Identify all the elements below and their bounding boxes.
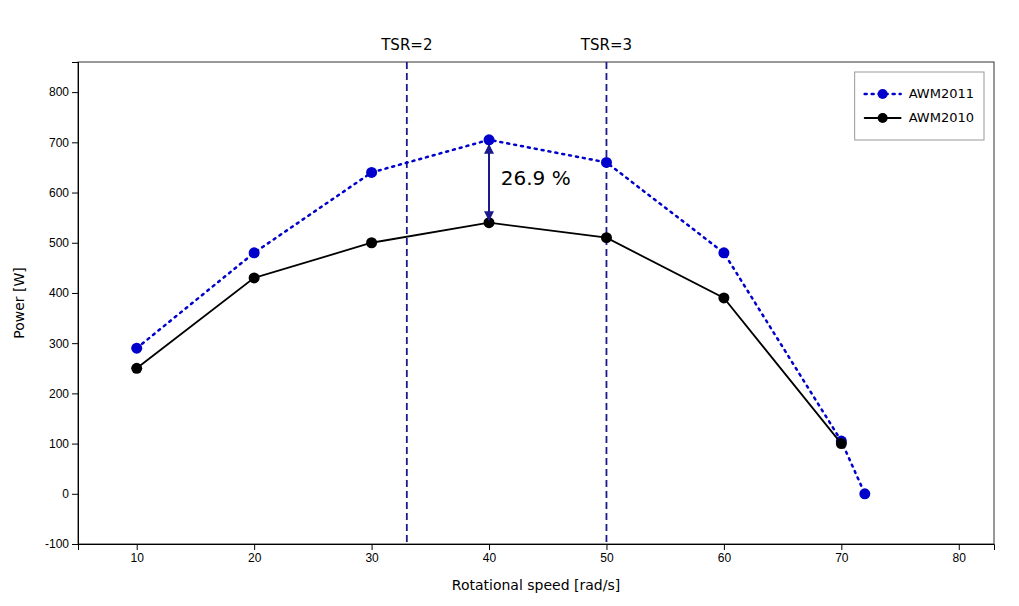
x-tick: 60 <box>718 544 732 565</box>
y-tick: 100 <box>49 437 78 451</box>
difference-arrow <box>488 145 490 220</box>
y-tick-mark <box>72 544 78 545</box>
y-tick-mark <box>72 393 78 394</box>
y-tick-mark <box>72 243 78 244</box>
reference-line-label: TSR=3 <box>580 36 632 54</box>
x-tick: 80 <box>953 544 967 565</box>
x-tick-label: 40 <box>483 551 497 565</box>
y-tick-mark <box>72 92 78 93</box>
y-tick: 600 <box>49 186 78 200</box>
y-tick-label: 100 <box>49 437 69 451</box>
x-tick-label: 10 <box>131 551 145 565</box>
marks <box>131 62 870 544</box>
x-tick-mark <box>841 544 842 550</box>
plot-frame <box>78 62 994 544</box>
y-tick-label: -100 <box>45 537 69 551</box>
plot-area: 10 20 30 40 50 60 70 80 -100 0 100 200 300 400 500 600 7… <box>45 36 995 565</box>
y-tick-mark <box>72 293 78 294</box>
y-tick: 200 <box>49 387 78 401</box>
x-tick-mark <box>372 544 373 550</box>
y-tick: 500 <box>49 236 78 250</box>
x-tick-label: 60 <box>718 551 732 565</box>
series-point <box>601 232 612 243</box>
series-point <box>249 272 260 283</box>
reference-line <box>606 62 608 544</box>
series-point <box>131 363 142 374</box>
y-tick-label: 800 <box>49 85 69 99</box>
chart-svg: 10 20 30 40 50 60 70 80 -100 0 100 200 300 400 500 600 7… <box>0 0 1019 606</box>
x-tick-mark <box>137 544 138 550</box>
x-axis: 10 20 30 40 50 60 70 80 <box>79 544 995 565</box>
legend-marker <box>878 89 888 99</box>
x-tick-mark <box>254 544 255 550</box>
x-tick-mark <box>606 544 607 550</box>
y-tick: 0 <box>62 487 78 501</box>
legend: AWM2011 AWM2010 <box>855 72 984 140</box>
series-point <box>718 292 729 303</box>
series-point <box>366 237 377 248</box>
y-tick-mark <box>72 343 78 344</box>
y-tick-mark <box>72 444 78 445</box>
x-axis-line <box>79 545 995 551</box>
x-tick-label: 20 <box>248 551 262 565</box>
x-tick-label: 50 <box>600 551 614 565</box>
series-line <box>137 223 842 444</box>
reference-line-label: TSR=2 <box>380 36 432 54</box>
x-tick-mark <box>489 544 490 550</box>
legend-label: AWM2010 <box>909 110 974 125</box>
legend-label: AWM2011 <box>909 86 974 101</box>
series-line <box>137 140 865 494</box>
y-tick-mark <box>72 494 78 495</box>
x-tick-label: 80 <box>953 551 967 565</box>
x-tick: 30 <box>365 544 379 565</box>
y-tick: 800 <box>49 85 78 99</box>
series-point <box>131 343 142 354</box>
x-tick: 70 <box>835 544 849 565</box>
series-point <box>718 247 729 258</box>
annotation: 26.9 % <box>501 166 571 190</box>
y-tick-label: 0 <box>62 487 69 501</box>
y-tick-label: 700 <box>49 136 69 150</box>
x-axis-title: Rotational speed [rad/s] <box>452 577 620 593</box>
y-tick: 700 <box>49 136 78 150</box>
y-tick: 300 <box>49 337 78 351</box>
y-tick-label: 400 <box>49 286 69 300</box>
x-tick: 40 <box>483 544 497 565</box>
y-tick-mark <box>72 142 78 143</box>
x-tick-label: 70 <box>835 551 849 565</box>
y-tick-label: 500 <box>49 236 69 250</box>
y-axis: -100 0 100 200 300 400 500 600 700 800 <box>45 63 79 552</box>
series-point <box>366 167 377 178</box>
y-tick-mark <box>72 193 78 194</box>
x-tick-mark <box>724 544 725 550</box>
legend-box <box>855 72 984 140</box>
y-tick-label: 300 <box>49 337 69 351</box>
y-axis-line <box>72 63 79 545</box>
legend-marker <box>878 113 888 123</box>
y-axis-title: Power [W] <box>11 267 27 339</box>
y-tick: 400 <box>49 286 78 300</box>
y-tick-label: 600 <box>49 186 69 200</box>
reference-line <box>406 62 408 544</box>
y-tick: -100 <box>45 537 78 551</box>
x-tick: 10 <box>131 544 145 565</box>
x-tick-label: 30 <box>365 551 379 565</box>
legend-item: AWM2010 <box>865 110 974 125</box>
x-tick: 20 <box>248 544 262 565</box>
legend-item: AWM2011 <box>865 86 974 101</box>
series-point <box>249 247 260 258</box>
x-tick-mark <box>959 544 960 550</box>
series-point <box>484 134 495 145</box>
series-point <box>601 157 612 168</box>
x-tick: 50 <box>600 544 614 565</box>
series-point <box>859 488 870 499</box>
y-tick-label: 200 <box>49 387 69 401</box>
series-point <box>836 438 847 449</box>
